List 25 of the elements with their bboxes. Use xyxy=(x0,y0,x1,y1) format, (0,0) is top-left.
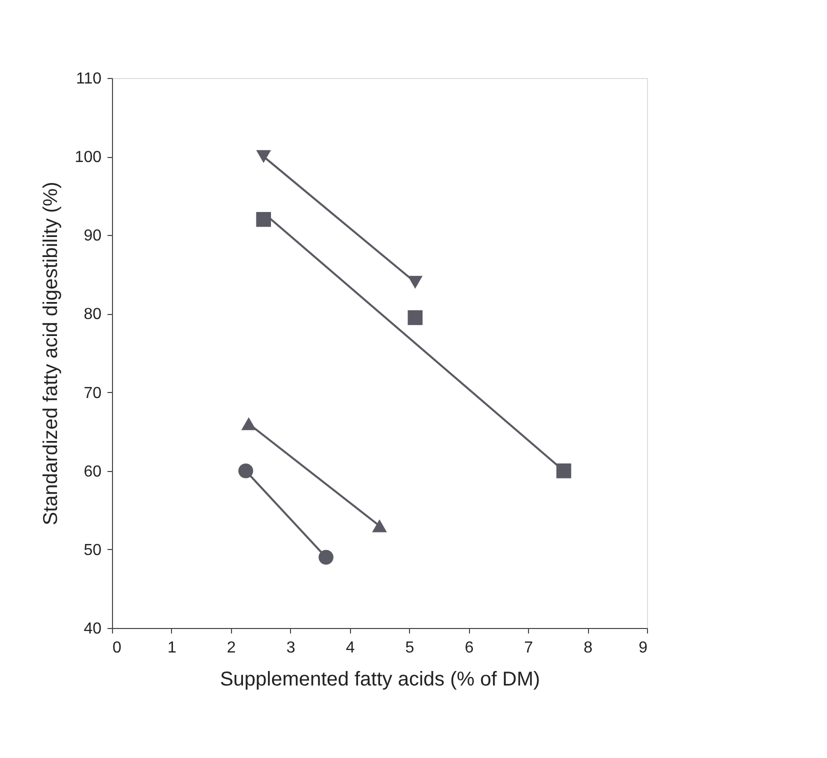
y-tick-label: 80 xyxy=(84,306,102,324)
x-tick-label: 7 xyxy=(524,640,534,656)
point xyxy=(408,310,423,326)
x-axis-title: Supplemented fatty acids (% of DM) xyxy=(220,668,540,690)
x-tick-label: 1 xyxy=(167,640,176,656)
point xyxy=(556,463,572,478)
point xyxy=(256,212,271,227)
y-tick-label: 40 xyxy=(84,620,102,638)
y-tick-label: 90 xyxy=(84,228,102,245)
x-tick-label: 6 xyxy=(464,640,474,656)
y-tick-label: 50 xyxy=(84,542,102,559)
y-tick-label: 70 xyxy=(84,384,102,402)
y-tick-label: 60 xyxy=(84,463,102,480)
x-tick-label: 9 xyxy=(638,640,648,656)
x-tick-label: 5 xyxy=(405,640,414,656)
y-axis-title: Standardized fatty acid digestibility (%) xyxy=(40,182,62,526)
x-tick-label: 3 xyxy=(286,640,296,656)
x-tick-label: 2 xyxy=(226,640,236,656)
point xyxy=(318,550,334,565)
y-tick-label: 110 xyxy=(76,70,102,88)
point xyxy=(238,463,254,478)
x-tick-label: 4 xyxy=(346,640,355,656)
x-tick-label: 0 xyxy=(112,640,122,656)
x-tick-label: 8 xyxy=(584,640,593,656)
y-tick-label: 100 xyxy=(74,149,102,166)
